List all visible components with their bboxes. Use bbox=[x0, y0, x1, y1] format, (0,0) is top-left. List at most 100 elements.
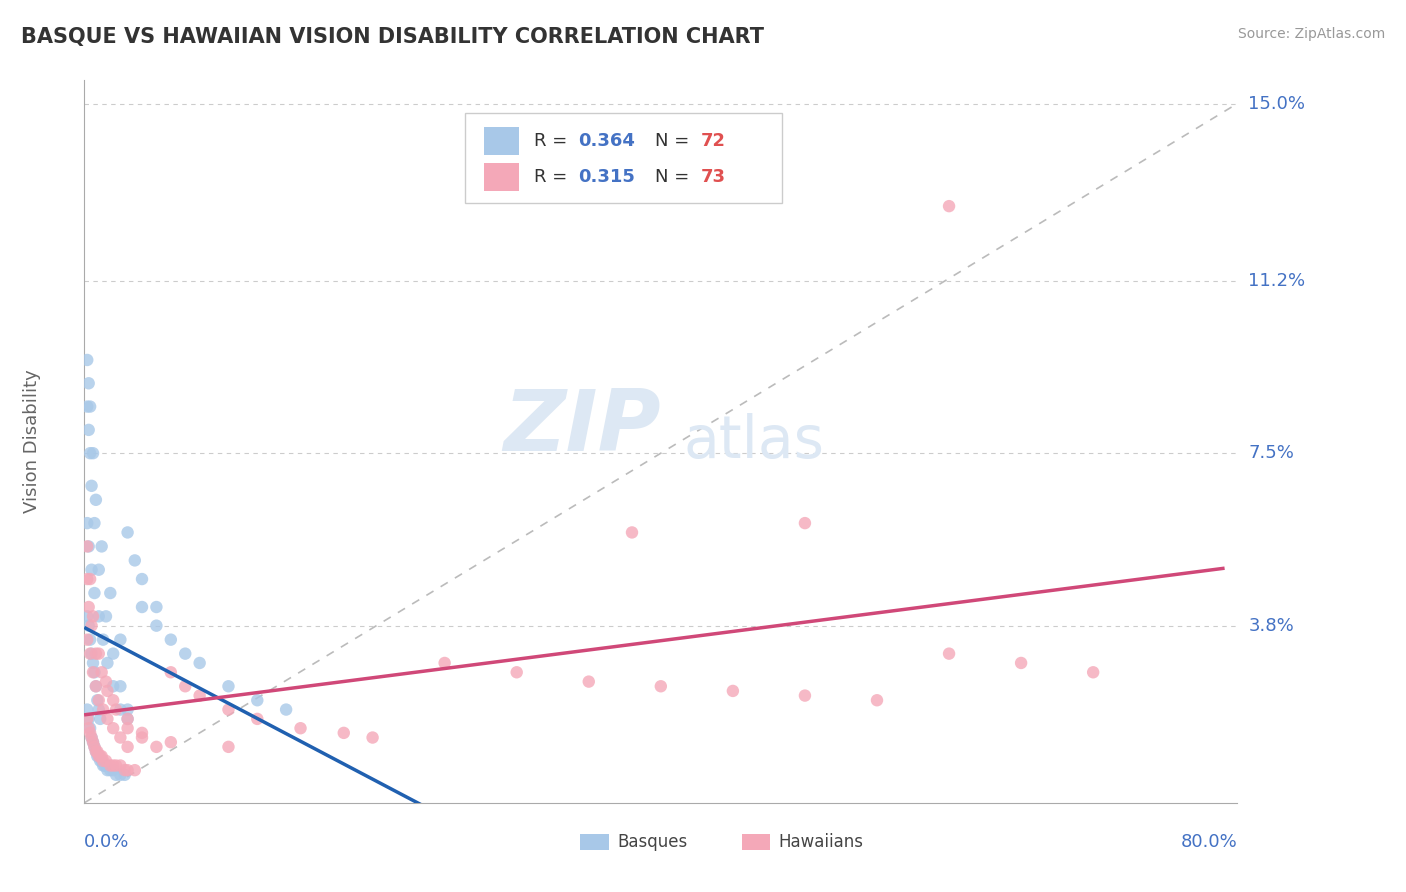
Point bbox=[87, 749, 110, 764]
Text: R =: R = bbox=[534, 168, 574, 186]
Point bbox=[76, 632, 98, 647]
Point bbox=[77, 721, 100, 735]
Bar bbox=[485, 128, 519, 154]
Point bbox=[145, 739, 167, 754]
Point bbox=[79, 632, 101, 647]
Point bbox=[578, 674, 600, 689]
Point bbox=[103, 647, 124, 661]
Point bbox=[110, 758, 132, 772]
Point bbox=[79, 446, 101, 460]
Point bbox=[145, 618, 167, 632]
Point bbox=[84, 679, 107, 693]
Point bbox=[90, 665, 112, 680]
Point bbox=[96, 684, 118, 698]
Point bbox=[76, 702, 98, 716]
Point bbox=[79, 647, 101, 661]
Point bbox=[87, 609, 110, 624]
Point bbox=[89, 754, 111, 768]
Point bbox=[506, 665, 529, 680]
Text: 0.315: 0.315 bbox=[578, 168, 634, 186]
Text: 73: 73 bbox=[702, 168, 725, 186]
Text: BASQUE VS HAWAIIAN VISION DISABILITY CORRELATION CHART: BASQUE VS HAWAIIAN VISION DISABILITY COR… bbox=[21, 27, 763, 46]
Point bbox=[188, 656, 211, 670]
Text: 72: 72 bbox=[702, 132, 725, 150]
Bar bbox=[581, 834, 609, 850]
Point bbox=[76, 516, 98, 530]
Point bbox=[218, 702, 240, 716]
Point bbox=[80, 479, 103, 493]
Point bbox=[94, 674, 117, 689]
Point bbox=[621, 525, 644, 540]
Point bbox=[91, 632, 114, 647]
Point bbox=[90, 540, 112, 554]
Point bbox=[77, 540, 100, 554]
Point bbox=[103, 679, 124, 693]
Point bbox=[160, 735, 183, 749]
Point bbox=[80, 731, 103, 745]
Point bbox=[117, 721, 139, 735]
Point bbox=[76, 540, 98, 554]
Point bbox=[91, 702, 114, 716]
Point bbox=[114, 763, 136, 777]
Point bbox=[131, 572, 153, 586]
Point bbox=[87, 563, 110, 577]
Point bbox=[105, 758, 128, 772]
Point bbox=[103, 693, 124, 707]
Text: Hawaiians: Hawaiians bbox=[779, 833, 863, 851]
Point bbox=[794, 516, 817, 530]
Point bbox=[84, 647, 107, 661]
Text: Basques: Basques bbox=[617, 833, 688, 851]
Point bbox=[87, 693, 110, 707]
Point bbox=[83, 739, 105, 754]
Point bbox=[80, 647, 103, 661]
Point bbox=[98, 763, 121, 777]
Point bbox=[84, 492, 107, 507]
Point bbox=[117, 525, 139, 540]
Point bbox=[82, 735, 104, 749]
Point bbox=[79, 572, 101, 586]
Point bbox=[794, 689, 817, 703]
Bar bbox=[485, 163, 519, 191]
Point bbox=[84, 745, 107, 759]
Point bbox=[82, 446, 104, 460]
Text: 7.5%: 7.5% bbox=[1249, 444, 1295, 462]
Point bbox=[117, 712, 139, 726]
Point bbox=[80, 563, 103, 577]
Point bbox=[77, 618, 100, 632]
Text: 80.0%: 80.0% bbox=[1181, 833, 1237, 851]
Point bbox=[866, 693, 889, 707]
Point bbox=[76, 712, 98, 726]
Text: 0.364: 0.364 bbox=[578, 132, 634, 150]
Point bbox=[79, 721, 101, 735]
Text: Source: ZipAtlas.com: Source: ZipAtlas.com bbox=[1237, 27, 1385, 41]
Point bbox=[82, 609, 104, 624]
Point bbox=[82, 665, 104, 680]
Point bbox=[110, 768, 132, 782]
Point bbox=[110, 632, 132, 647]
Point bbox=[103, 763, 124, 777]
Point bbox=[96, 712, 118, 726]
Point bbox=[333, 726, 356, 740]
Point bbox=[114, 768, 136, 782]
Point bbox=[650, 679, 672, 693]
Point bbox=[98, 758, 121, 772]
Point bbox=[160, 632, 183, 647]
Text: ZIP: ZIP bbox=[503, 385, 661, 468]
Point bbox=[77, 712, 100, 726]
Point bbox=[91, 758, 114, 772]
Point bbox=[83, 739, 105, 754]
Point bbox=[82, 656, 104, 670]
Point bbox=[84, 679, 107, 693]
Point bbox=[96, 656, 118, 670]
Point bbox=[433, 656, 456, 670]
Point bbox=[1010, 656, 1032, 670]
Point bbox=[110, 679, 132, 693]
Point bbox=[76, 400, 98, 414]
Point bbox=[131, 726, 153, 740]
Text: R =: R = bbox=[534, 132, 574, 150]
Point bbox=[174, 647, 197, 661]
Point bbox=[103, 758, 124, 772]
Bar bbox=[741, 834, 770, 850]
Point bbox=[276, 702, 298, 716]
Point bbox=[87, 702, 110, 716]
